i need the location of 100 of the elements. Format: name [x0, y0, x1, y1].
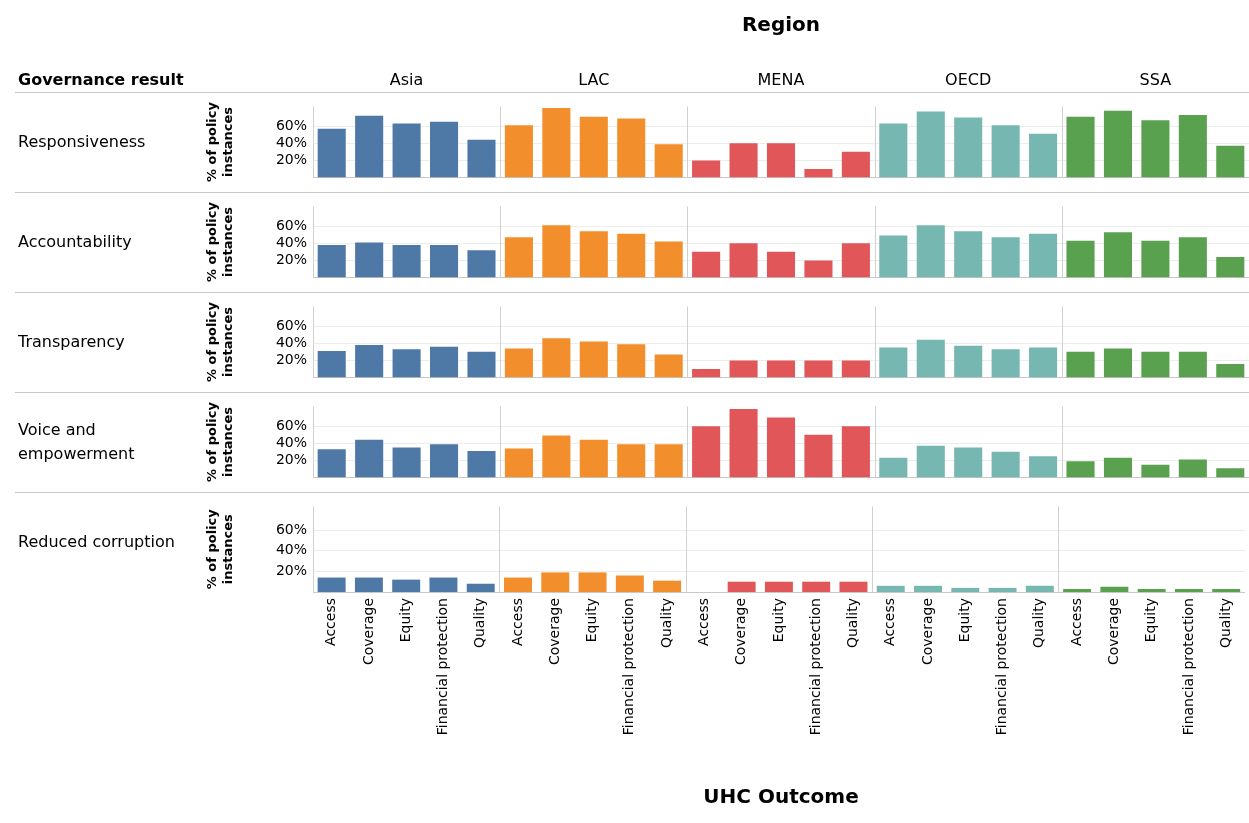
bar [916, 339, 945, 378]
y-tick-label: 60% [275, 416, 307, 433]
x-tick-label: Equity [1142, 598, 1159, 643]
bar [729, 243, 758, 278]
bar [991, 237, 1020, 278]
bar [1137, 588, 1166, 592]
y-tick-label: 20% [275, 562, 307, 579]
text: Reduced corruption [18, 531, 176, 553]
bar [916, 445, 945, 478]
bar [1174, 588, 1203, 592]
y-axis-title: % of policy instances [204, 508, 235, 590]
bar [354, 577, 383, 592]
bar [653, 580, 682, 592]
bar [729, 143, 758, 178]
bar [578, 572, 607, 592]
bar [804, 169, 833, 178]
x-tick-label: Financial protection [620, 598, 637, 736]
bar [317, 577, 346, 592]
bar [914, 585, 942, 592]
bar [804, 360, 833, 378]
bar [317, 351, 346, 378]
bar [317, 449, 346, 478]
y-tick-label: 20% [275, 351, 307, 368]
bar [355, 115, 384, 178]
bar [1103, 232, 1132, 278]
y-tick-label: 40% [275, 433, 307, 450]
bar [1066, 116, 1095, 178]
bar [430, 346, 459, 378]
bar [727, 581, 756, 592]
bar [991, 349, 1020, 378]
bar [879, 123, 908, 178]
y-tick-label: 20% [275, 151, 307, 168]
x-tick-label: Equity [955, 598, 972, 643]
bar [504, 237, 533, 278]
bar [541, 572, 570, 592]
bar [654, 241, 683, 278]
text: Transparency [18, 331, 126, 353]
bar [355, 345, 384, 378]
text: SSA [1138, 70, 1173, 89]
bar [1066, 461, 1095, 478]
bar [1066, 240, 1095, 278]
x-tick-label: Financial protection [434, 598, 451, 736]
x-tick-label: Coverage [359, 598, 376, 666]
bar [1029, 456, 1058, 478]
y-tick-label: 40% [275, 233, 307, 250]
bar [467, 139, 496, 178]
bar [954, 117, 983, 178]
y-axis-title: % of policy instances [204, 201, 235, 282]
bar [954, 231, 983, 278]
y-tick-label: 40% [275, 133, 307, 150]
bar [766, 143, 796, 178]
x-tick-label: Access [508, 598, 525, 646]
bar [504, 125, 533, 178]
bar [392, 579, 421, 592]
x-tick-label: Financial protection [1179, 598, 1196, 736]
bar [542, 338, 571, 378]
bar [1103, 457, 1132, 478]
bar [954, 345, 983, 378]
bar [764, 581, 793, 592]
x-tick-label: Coverage [545, 598, 562, 666]
y-tick-label: 60% [275, 520, 307, 537]
bar [579, 439, 608, 478]
x-tick-label: Access [881, 598, 898, 646]
bar [617, 233, 646, 278]
bar [317, 128, 346, 178]
bar [1029, 133, 1058, 178]
bar [802, 581, 831, 592]
x-tick-label: Coverage [732, 598, 749, 666]
bar [1178, 237, 1207, 278]
bar [1063, 588, 1092, 592]
bar [839, 581, 868, 592]
y-tick-label: 40% [275, 333, 307, 350]
bar [392, 349, 421, 378]
bar [1216, 363, 1245, 378]
bar [954, 447, 983, 478]
bar [879, 235, 908, 278]
bar [430, 444, 459, 478]
bar [1103, 110, 1132, 178]
x-tick-label: Equity [396, 598, 413, 643]
bar [879, 457, 908, 478]
bar [617, 444, 646, 478]
bar [1029, 347, 1058, 378]
bar [1178, 459, 1207, 478]
x-axis-title: UHC Outcome [702, 784, 860, 808]
bar [579, 231, 608, 278]
bar [504, 448, 533, 478]
text: Voice and empowerment [18, 419, 136, 465]
y-axis-title: % of policy instances [204, 301, 235, 382]
y-tick-label: 40% [275, 541, 307, 558]
bar [692, 251, 721, 278]
text: LAC [577, 70, 611, 89]
x-tick-label: Access [322, 598, 339, 646]
text: Governance result [18, 70, 184, 89]
bar [1141, 120, 1170, 178]
bar [654, 354, 683, 378]
bar [467, 351, 496, 378]
x-tick-label: Coverage [918, 598, 935, 666]
bar [542, 435, 571, 478]
y-axis-title: % of policy instances [204, 101, 235, 182]
bar [392, 447, 421, 478]
